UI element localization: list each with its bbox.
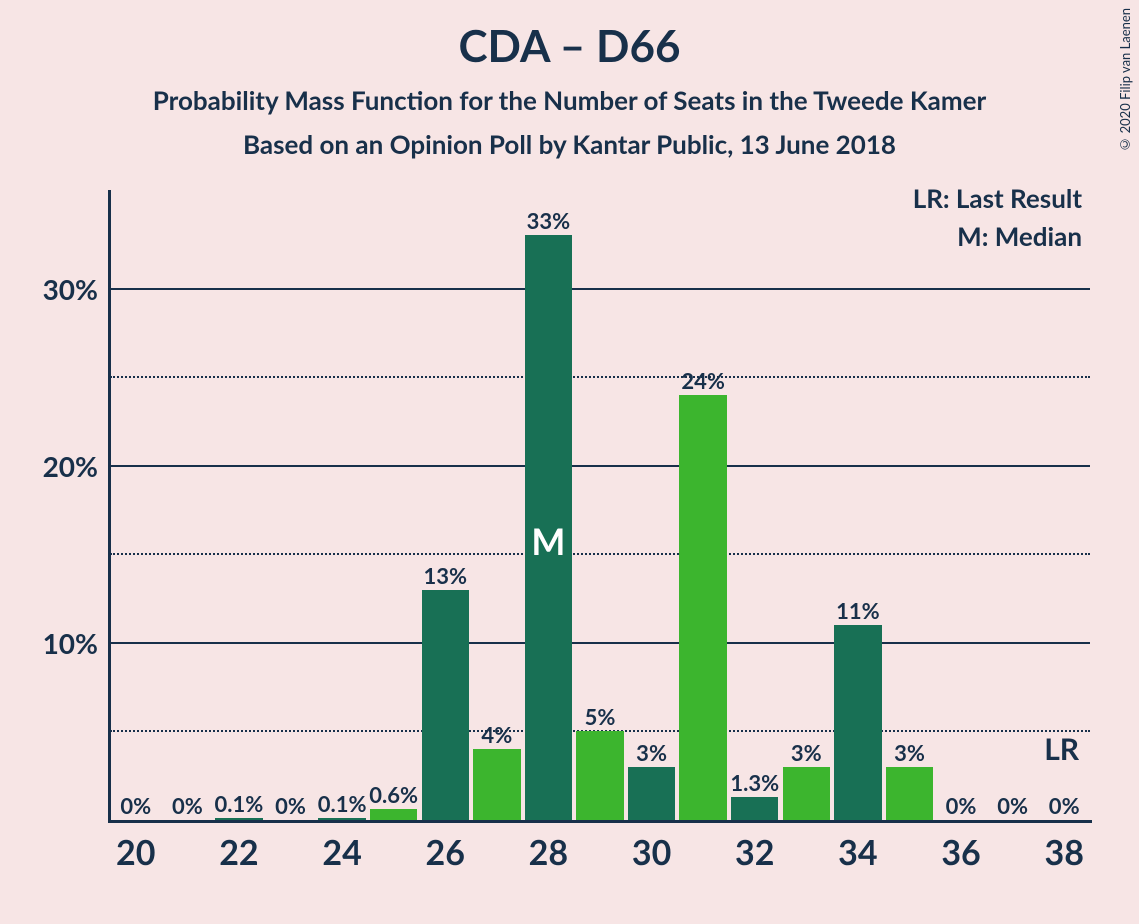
gridline-major xyxy=(110,642,1090,644)
bar-value-label: 11% xyxy=(836,597,880,624)
bar xyxy=(215,818,262,820)
gridline-major xyxy=(110,465,1090,467)
bar xyxy=(679,395,726,820)
bar xyxy=(370,809,417,820)
bar xyxy=(576,731,623,820)
bar-value-label: 33% xyxy=(527,207,571,234)
bar xyxy=(783,767,830,820)
chart-page: CDA – D66 Probability Mass Function for … xyxy=(0,0,1139,924)
bar-value-label: 0% xyxy=(946,792,977,819)
gridline-minor xyxy=(110,376,1090,378)
bar-value-label: 4% xyxy=(481,721,512,748)
y-axis-line xyxy=(108,190,111,822)
x-tick-label: 22 xyxy=(219,832,258,873)
bar-value-label: 13% xyxy=(423,562,467,589)
x-tick-label: 36 xyxy=(941,832,980,873)
bar-value-label: 1.3% xyxy=(730,769,779,796)
chart-subtitle-2: Based on an Opinion Poll by Kantar Publi… xyxy=(0,128,1139,160)
bar-value-label: 0.1% xyxy=(215,790,264,817)
legend-median: M: Median xyxy=(957,220,1082,252)
legend-last-result: LR: Last Result xyxy=(913,182,1082,214)
bar-value-label: 0% xyxy=(275,792,306,819)
bar xyxy=(422,590,469,820)
x-tick-label: 28 xyxy=(529,832,568,873)
copyright-text: © 2020 Filip van Laenen xyxy=(1117,8,1133,153)
x-tick-label: 34 xyxy=(838,832,877,873)
bar xyxy=(628,767,675,820)
y-tick-label: 20% xyxy=(43,449,98,483)
last-result-marker: LR xyxy=(1044,731,1079,767)
x-axis-line xyxy=(108,820,1092,823)
bar-value-label: 3% xyxy=(894,739,925,766)
x-tick-label: 32 xyxy=(735,832,774,873)
chart-title: CDA – D66 xyxy=(0,20,1139,72)
y-tick-label: 30% xyxy=(43,272,98,306)
bar-value-label: 5% xyxy=(585,703,616,730)
bar-value-label: 0% xyxy=(1049,792,1080,819)
bar-value-label: 0% xyxy=(172,792,203,819)
bar-value-label: 0.1% xyxy=(318,790,367,817)
bar-value-label: 24% xyxy=(681,367,725,394)
bar-value-label: 3% xyxy=(791,739,822,766)
median-marker: M xyxy=(531,519,565,563)
bar-value-label: 0% xyxy=(120,792,151,819)
x-tick-label: 20 xyxy=(116,832,155,873)
bar xyxy=(318,818,365,820)
y-tick-label: 10% xyxy=(43,626,98,660)
bar-value-label: 0.6% xyxy=(369,781,418,808)
bar xyxy=(834,625,881,820)
plot-area: LR: Last Result M: Median 10%20%30%20222… xyxy=(110,200,1090,820)
gridline-minor xyxy=(110,553,1090,555)
bar-value-label: 0% xyxy=(997,792,1028,819)
bar xyxy=(886,767,933,820)
x-tick-label: 38 xyxy=(1044,832,1083,873)
x-tick-label: 26 xyxy=(426,832,465,873)
bar-value-label: 3% xyxy=(636,739,667,766)
bar xyxy=(473,749,520,820)
bar xyxy=(731,797,778,820)
gridline-major xyxy=(110,288,1090,290)
chart-subtitle-1: Probability Mass Function for the Number… xyxy=(0,84,1139,116)
x-tick-label: 30 xyxy=(632,832,671,873)
x-tick-label: 24 xyxy=(322,832,361,873)
